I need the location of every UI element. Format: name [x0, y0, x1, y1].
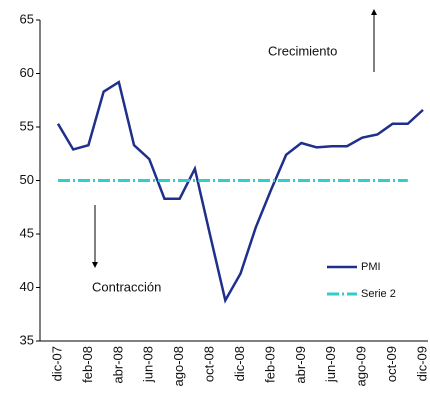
x-tick-label: oct-09 — [384, 346, 399, 382]
y-tick-label: 35 — [20, 332, 34, 347]
y-tick-label: 45 — [20, 225, 34, 240]
legend-label: PMI — [361, 261, 381, 273]
x-tick-label: dic-07 — [49, 346, 64, 381]
x-tick-label: jun-09 — [323, 346, 338, 383]
x-tick-label: abr-08 — [110, 346, 125, 384]
x-tick-label: dic-09 — [414, 346, 429, 381]
y-tick-label: 50 — [20, 172, 34, 187]
y-tick-label: 65 — [20, 11, 34, 26]
x-tick-label: feb-09 — [262, 346, 277, 383]
x-tick-label: ago-08 — [171, 346, 186, 386]
x-tick-label: ago-09 — [354, 346, 369, 386]
series-line — [56, 80, 424, 304]
x-tick-label: dic-08 — [232, 346, 247, 381]
annotation: Crecimiento — [268, 43, 337, 58]
x-tick-label: jun-08 — [141, 346, 156, 383]
y-tick-label: 40 — [20, 279, 34, 294]
x-tick-label: abr-09 — [293, 346, 308, 384]
y-tick-label: 60 — [20, 65, 34, 80]
x-tick-label: oct-08 — [202, 346, 217, 382]
y-tick-label: 55 — [20, 118, 34, 133]
annotation: Contracción — [92, 279, 161, 294]
legend-label: Serie 2 — [361, 288, 396, 300]
x-tick-label: feb-08 — [80, 346, 95, 383]
